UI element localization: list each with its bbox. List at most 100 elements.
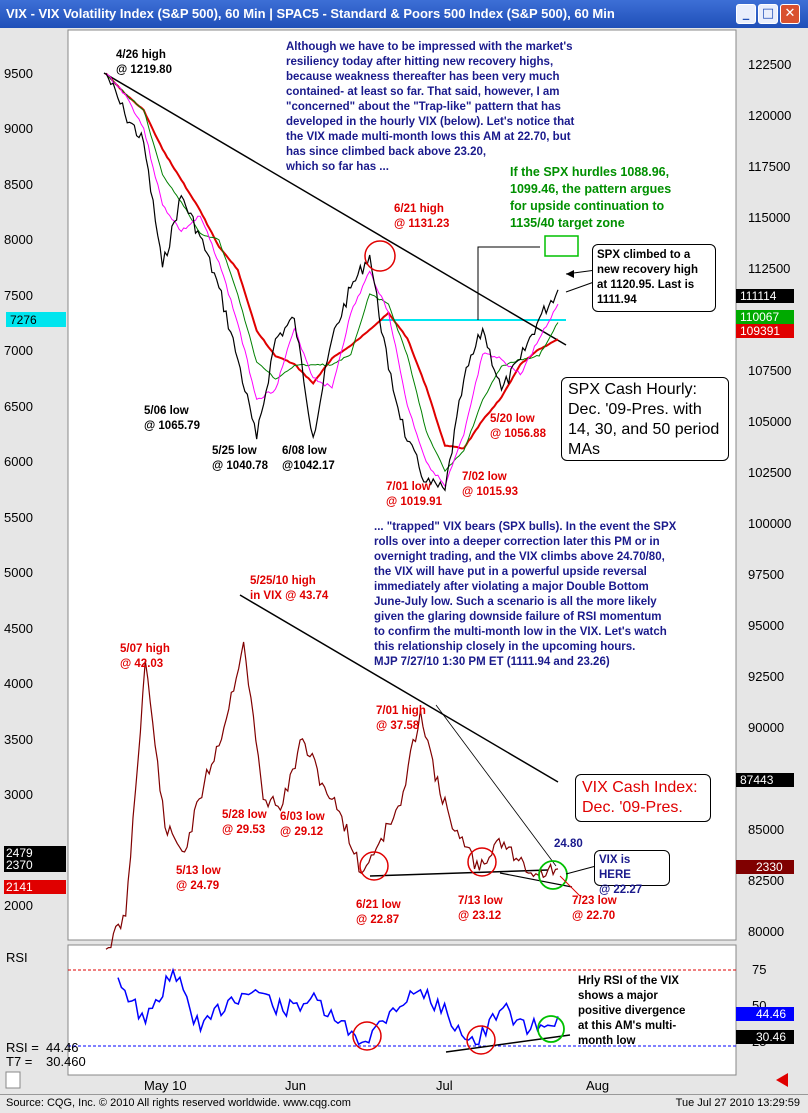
right-tick-label: 112500 [748, 261, 790, 276]
right-tick-label: 117500 [748, 159, 790, 174]
ann-line: @ 1065.79 [144, 420, 200, 432]
vix-callout-arrow [565, 865, 597, 875]
right-tick-label: 120000 [748, 108, 791, 123]
left-tick-label: 7000 [4, 343, 33, 358]
right-tick-label: 80000 [748, 924, 784, 939]
x-axis-label: Jul [436, 1078, 453, 1093]
ann-line: 6/21 low [356, 899, 401, 911]
ann-may20-low: 5/20 low @ 1056.88 [490, 412, 546, 442]
x-axis-label: Jun [285, 1078, 306, 1093]
note-top: Although we have to be impressed with th… [286, 40, 574, 175]
left-tick-label: 7500 [4, 288, 33, 303]
rsi-value-tag [736, 1030, 794, 1044]
ann-jun08: 6/08 low @1042.17 [282, 444, 335, 474]
ann-apr26: 4/26 high @ 1219.80 [116, 48, 172, 78]
ann-line: 4/26 high [116, 49, 166, 61]
rsi-value-tag-text: 44.46 [756, 1007, 786, 1021]
rsi-readout-label: RSI = [6, 1040, 39, 1055]
note-line: immediately after violating a major Doub… [374, 581, 649, 593]
note-line: 1135/40 target zone [510, 216, 625, 230]
rsi-july-circle [466, 1025, 496, 1055]
note-line: overnight trading, and the VIX climbs ab… [374, 551, 665, 563]
ann-vix-jul23: 7/23 low @ 22.70 [572, 894, 617, 924]
ann-vix-jun03: 6/03 low @ 29.12 [280, 810, 325, 840]
maximize-button[interactable]: □ [758, 4, 778, 24]
ann-line: 5/25 low [212, 445, 257, 457]
left-value-tag-cyan [6, 312, 66, 327]
note-line: contained- at least so far. That said, h… [286, 86, 560, 98]
close-button[interactable]: ✕ [780, 4, 800, 24]
left-tick-label: 9500 [4, 66, 33, 81]
note-line: MAs [568, 441, 600, 458]
left-tick-label: 3000 [4, 787, 33, 802]
note-line: 1111.94 [597, 294, 637, 306]
ann-vix-may13: 5/13 low @ 24.79 [176, 864, 221, 894]
ann-jul01-low: 7/01 low @ 1019.91 [386, 480, 442, 510]
vix-title-box: VIX Cash Index: Dec. '09-Pres. [575, 774, 711, 822]
spx-price-line [105, 73, 559, 492]
ann-line: @ 37.58 [376, 720, 420, 732]
jul13-low-circle [467, 847, 497, 877]
rsi-panel [67, 944, 737, 1076]
spx-ma50-line [105, 72, 559, 450]
ann-line: 5/13 low [176, 865, 221, 877]
left-tick-label: 3500 [4, 732, 33, 747]
note-line: SPX climbed to a [597, 249, 691, 261]
note-line: If the SPX hurdles 1088.96, [510, 165, 670, 179]
left-value-tag-text: 2479 [6, 846, 33, 860]
rsi-now-circle [537, 1015, 565, 1043]
note-line: VIX Cash Index: [582, 779, 698, 796]
ann-line: @ 29.12 [280, 826, 324, 838]
vix-double-bottom-line [369, 869, 549, 877]
vix-here-text: VIX is HERE @ 22.27 [599, 853, 665, 898]
left-tick-label: 5000 [4, 565, 33, 580]
rsi-note: Hrly RSI of the VIX shows a major positi… [578, 974, 685, 1049]
ann-line: @ 22.87 [356, 914, 400, 926]
ann-line: @ 1015.93 [462, 486, 518, 498]
minimize-button[interactable]: _ [736, 4, 756, 24]
ann-vix-jul01: 7/01 high @ 37.58 [376, 704, 426, 734]
note-line: at this AM's multi- [578, 1020, 677, 1032]
note-line: resiliency today after hitting new recov… [286, 56, 554, 68]
right-tick-label: 122500 [748, 57, 791, 72]
right-value-tag-green [736, 310, 794, 324]
note-line: 14, 30, and 50 period [568, 421, 720, 438]
ann-vix-may28: 5/28 low @ 29.53 [222, 808, 267, 838]
note-line: "concerned" about the "Trap-like" patter… [286, 101, 561, 113]
note-line: to confirm the multi-month low in the VI… [374, 626, 667, 638]
ann-may06: 5/06 low @ 1065.79 [144, 404, 200, 434]
footer-source: Source: CQG, Inc. © 2010 All rights rese… [6, 1097, 351, 1109]
note-line: VIX is HERE [599, 854, 631, 881]
spx-title-text: SPX Cash Hourly: Dec. '09-Pres. with 14,… [568, 380, 722, 460]
scroll-handle[interactable] [5, 1071, 21, 1089]
ann-line: 5/20 low [490, 413, 535, 425]
right-tick-label: 115000 [748, 210, 790, 225]
spx-callout-text: SPX climbed to a new recovery high at 11… [597, 248, 711, 308]
right-tick-label: 105000 [748, 414, 791, 429]
left-value-tag [4, 846, 66, 860]
note-line: June-July low. Such a scenario is all th… [374, 596, 657, 608]
scroll-left-icon[interactable] [776, 1073, 788, 1087]
jul23-low-circle [538, 860, 568, 890]
note-line: @ 22.27 [599, 884, 643, 896]
right-tick-label: 92500 [748, 669, 784, 684]
left-tick-label: 8000 [4, 232, 33, 247]
window-titlebar: VIX - VIX Volatility Index (S&P 500), 60… [0, 0, 808, 28]
ann-line: @ 29.53 [222, 824, 266, 836]
note-line: Dec. '09-Pres. with [568, 401, 702, 418]
spx-title-box: SPX Cash Hourly: Dec. '09-Pres. with 14,… [561, 377, 729, 461]
rsi-readout-label: T7 = [6, 1054, 32, 1069]
ann-jul02-low: 7/02 low @ 1015.93 [462, 470, 518, 500]
ann-line: @ 22.70 [572, 910, 616, 922]
left-tick-label: 6500 [4, 399, 33, 414]
vix-lower-line [499, 872, 573, 888]
note-line: Although we have to be impressed with th… [286, 41, 573, 53]
left-tick-label: 6000 [4, 454, 33, 469]
ann-line: 5/28 low [222, 809, 267, 821]
right-value-tag-text: 87443 [740, 773, 774, 787]
note-line: has since climbed back above 23.20, [286, 146, 487, 158]
left-value-tag [4, 858, 66, 872]
ann-vix-jun21: 6/21 low @ 22.87 [356, 898, 401, 928]
note-line: shows a major [578, 990, 658, 1002]
arrow-head [566, 270, 574, 278]
